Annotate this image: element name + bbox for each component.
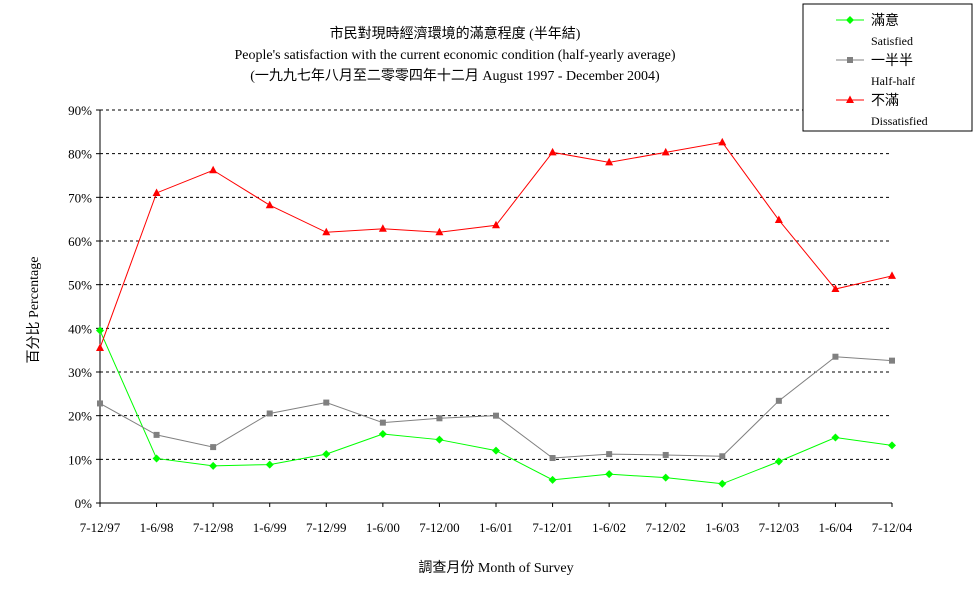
x-tick-labels: 7-12/97 1-6/98 7-12/98 1-6/99 7-12/99 1-6/00 7… xyxy=(80,503,913,535)
data-point xyxy=(152,454,161,463)
data-point xyxy=(96,326,104,335)
data-point xyxy=(661,147,670,156)
chart-subtitle: People's satisfaction with the current e… xyxy=(234,48,675,63)
x-tick-label: 1-6/04 xyxy=(818,520,852,535)
data-point xyxy=(97,400,103,407)
legend: 滿意 Satisfied 一半半 Half-half 不滿 Dissatisfied xyxy=(802,3,973,132)
x-tick-label: 7-12/03 xyxy=(759,520,799,535)
y-tick-label: 80% xyxy=(68,147,92,162)
y-tick-labels: 0% 10% 20% 30% 40% 50% 60% 70% 80% 90% xyxy=(68,103,100,511)
data-point xyxy=(436,415,443,422)
x-tick-label: 7-12/99 xyxy=(306,520,346,535)
x-tick-label: 1-6/00 xyxy=(366,520,400,535)
x-tick-label: 1-6/03 xyxy=(705,520,739,535)
data-point xyxy=(210,444,217,451)
x-tick-label: 7-12/01 xyxy=(532,520,572,535)
data-point xyxy=(435,435,444,444)
data-point xyxy=(153,431,160,438)
series-lines xyxy=(96,137,896,488)
series-half-half xyxy=(97,353,895,462)
legend-swatch-marker xyxy=(846,95,854,103)
legend-label: 一半半 xyxy=(871,53,913,69)
data-point xyxy=(323,399,330,406)
data-point xyxy=(549,455,556,462)
x-tick-label: 1-6/98 xyxy=(140,520,174,535)
data-point xyxy=(605,157,614,166)
x-tick-label: 7-12/00 xyxy=(419,520,459,535)
data-point xyxy=(718,137,727,146)
data-point xyxy=(322,450,331,459)
legend-label-en: Half-half xyxy=(871,74,915,88)
y-axis-label: 百分比 Percentage xyxy=(26,257,42,364)
data-point xyxy=(265,200,274,209)
data-point xyxy=(492,446,500,455)
grid-lines xyxy=(100,109,892,460)
data-point xyxy=(831,433,840,442)
data-point xyxy=(775,397,782,404)
x-tick-label: 7-12/04 xyxy=(872,520,913,535)
data-point xyxy=(661,473,670,482)
data-point xyxy=(606,451,613,458)
chart-subtitle-2: (一九九七年八月至二零零四年十二月 August 1997 - December… xyxy=(250,68,660,84)
data-point xyxy=(435,227,444,236)
y-tick-label: 30% xyxy=(68,365,92,380)
x-axis-label: 調查月份 Month of Survey xyxy=(418,560,573,576)
y-tick-label: 60% xyxy=(68,234,92,249)
y-tick-label: 20% xyxy=(68,409,92,424)
series-line xyxy=(99,141,893,349)
data-point xyxy=(378,224,387,232)
data-point xyxy=(774,457,783,466)
data-point xyxy=(266,410,273,417)
data-point xyxy=(493,412,499,419)
data-point xyxy=(605,470,614,479)
series-line xyxy=(99,330,893,485)
data-point xyxy=(831,284,840,293)
legend-swatch-marker xyxy=(847,57,853,63)
y-tick-label: 10% xyxy=(68,452,92,467)
x-tick-label: 7-12/98 xyxy=(193,520,233,535)
data-point xyxy=(209,461,218,470)
series-dissatisfied xyxy=(96,137,896,351)
legend-items: 滿意 Satisfied 一半半 Half-half 不滿 Dissatisfied xyxy=(836,12,928,128)
data-point xyxy=(378,430,387,439)
data-point xyxy=(889,357,895,364)
legend-label-en: Satisfied xyxy=(871,34,913,48)
x-tick-label: 1-6/01 xyxy=(479,520,513,535)
y-tick-label: 90% xyxy=(68,103,92,118)
data-point xyxy=(548,475,557,484)
data-point xyxy=(492,220,500,229)
data-point xyxy=(662,451,669,458)
data-point xyxy=(719,453,726,460)
legend-label: 滿意 xyxy=(871,12,899,29)
data-point xyxy=(888,441,896,450)
x-tick-label: 1-6/99 xyxy=(253,520,287,535)
data-point xyxy=(548,147,557,156)
data-point xyxy=(209,165,218,174)
legend-label-en: Dissatisfied xyxy=(871,114,928,128)
chart-title: 市民對現時經濟環境的滿意程度 (半年結) xyxy=(330,25,581,42)
data-point xyxy=(774,215,783,224)
legend-swatch-marker xyxy=(846,16,854,24)
y-tick-label: 40% xyxy=(68,321,92,336)
data-point xyxy=(718,479,727,488)
series-satisfied xyxy=(96,326,896,488)
x-tick-label: 1-6/02 xyxy=(592,520,626,535)
legend-label: 不滿 xyxy=(871,93,899,109)
data-point xyxy=(265,460,274,469)
x-tick-label: 7-12/02 xyxy=(645,520,685,535)
data-point xyxy=(96,343,104,351)
x-tick-label: 7-12/97 xyxy=(80,520,121,535)
data-point xyxy=(322,227,331,236)
data-point xyxy=(832,353,839,360)
legend-box xyxy=(802,3,973,132)
y-tick-label: 50% xyxy=(68,278,92,293)
y-tick-label: 0% xyxy=(75,496,93,511)
y-tick-label: 70% xyxy=(68,190,92,205)
data-point xyxy=(152,188,161,196)
data-point xyxy=(379,419,386,426)
data-point xyxy=(888,271,896,279)
